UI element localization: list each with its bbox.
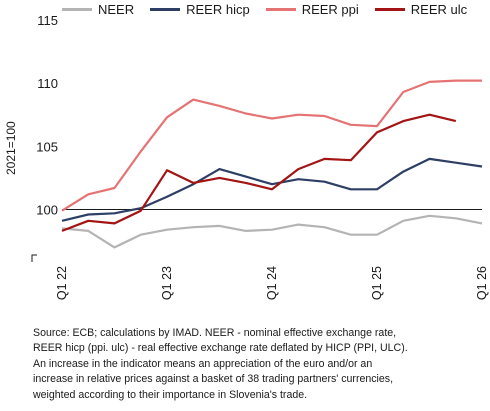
legend-item-neer: NEER — [62, 2, 134, 17]
legend-label-neer: NEER — [98, 2, 135, 17]
axis-break-mark — [31, 254, 37, 262]
series-line-reer-ulc — [61, 113, 457, 232]
legend-swatch-reer-hicp — [150, 8, 181, 11]
source-note-line: Source: ECB; calculations by IMAD. NEER … — [33, 327, 397, 339]
legend-swatch-reer-ulc — [374, 8, 405, 11]
series-line-neer — [61, 214, 483, 249]
y-tick-label: 115 — [37, 13, 58, 28]
x-tick-label: Q1 25 — [370, 266, 384, 300]
series-line-reer-ppi — [61, 79, 482, 212]
source-note: Source: ECB; calculations by IMAD. NEER … — [33, 326, 485, 403]
x-tick-label: Q1 26 — [475, 266, 489, 300]
legend-label-reer-ulc: REER ulc — [410, 2, 468, 17]
line-chart: 100 105 110 115 Q1 22 Q1 23 Q1 24 Q1 25 Q1 26 — [31, 13, 489, 300]
legend-label-reer-ppi: REER ppi — [301, 2, 359, 17]
source-note-line: An increase in the indicator means an ap… — [33, 357, 373, 370]
source-note-line: increase in relative prices against a ba… — [33, 373, 394, 386]
x-tick-label: Q1 24 — [265, 266, 279, 300]
series-line-reer-hicp — [61, 157, 483, 222]
legend-item-reer-hicp: REER hicp — [150, 2, 250, 17]
legend-label-reer-hicp: REER hicp — [186, 2, 250, 17]
source-note-line: REER hicp (ppi. ulc) - real effective ex… — [33, 342, 408, 355]
x-tick-label: Q1 23 — [160, 266, 174, 300]
legend-swatch-reer-ppi — [265, 8, 296, 11]
y-tick-label: 105 — [36, 139, 58, 154]
legend-swatch-neer — [62, 8, 92, 11]
source-note-line: weighted according to their importance i… — [33, 388, 308, 401]
y-tick-label: 100 — [36, 202, 58, 217]
chart-legend: NEER REER hicp REER ppi REER ulc — [62, 2, 467, 17]
legend-item-reer-ulc: REER ulc — [374, 2, 468, 17]
y-axis-label: 2021=100 — [4, 121, 18, 175]
y-tick-label: 110 — [37, 76, 58, 91]
legend-item-reer-ppi: REER ppi — [265, 2, 359, 17]
x-tick-label: Q1 22 — [55, 266, 69, 300]
